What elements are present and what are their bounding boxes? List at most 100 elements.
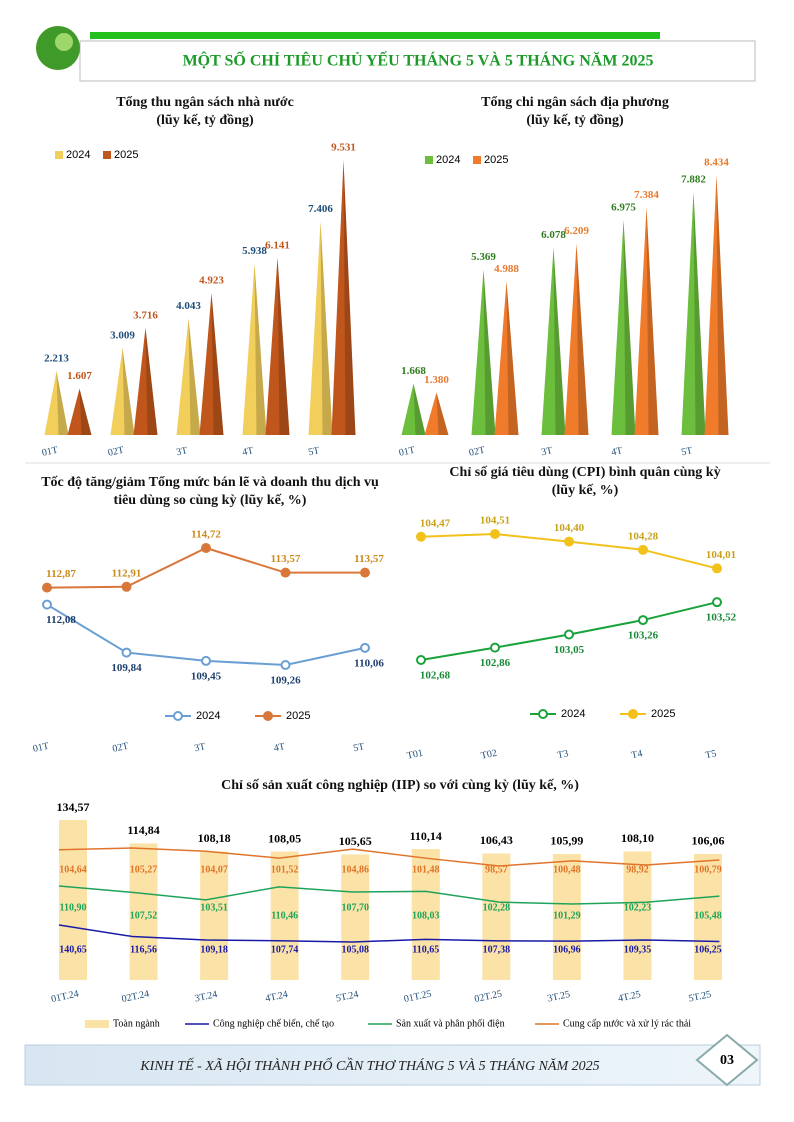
x-tick-label: T5 [704,748,717,761]
value-label: 3.716 [133,309,158,321]
point [416,531,426,542]
x-tick-label: T02 [480,748,498,762]
chart-title: Chỉ số giá tiêu dùng (CPI) bình quân cùn… [400,464,770,500]
value-label: 101,52 [271,864,299,875]
value-label: 4.988 [494,263,519,275]
value-label: 102,28 [483,902,511,913]
value-label: 104,07 [200,864,228,875]
cone-shade [413,383,426,435]
bar [59,820,87,980]
value-label: 109,35 [624,944,652,955]
cone [176,318,201,435]
point [490,529,500,539]
value-label: 2.213 [44,353,69,365]
legend-label: 2025 [484,154,508,166]
x-tick-label: 02T [111,741,129,755]
value-label: 1.380 [424,374,449,386]
x-tick-label: 4T [241,445,254,458]
point [638,615,648,626]
chart-title: Tổng thu ngân sách nhà nước (lũy kế, tỷ đ… [20,94,390,130]
cone [681,192,706,435]
subtitle-line: (lũy kế, tỷ đồng) [526,113,624,128]
value-label: 114,72 [191,529,221,541]
x-tick-label: 01T.25 [403,989,433,1006]
value-label: 98,92 [626,864,649,875]
title-line: Chỉ số sản xuất công nghiệp (IIP) so với… [221,778,579,793]
line [58,847,720,867]
title-line: Tốc độ tăng/giảm Tổng mức bán lẽ và doan… [41,475,379,508]
value-label: 6.975 [611,202,636,214]
title-line: Tổng thu ngân sách nhà nước [116,95,294,110]
legend-swatch [103,151,111,159]
value-label: 107,70 [341,902,369,913]
cone [704,175,729,435]
x-tick-label: T3 [556,748,569,761]
chart-title: Tốc độ tăng/giảm Tổng mức bán lẽ và doan… [40,474,380,510]
legend-marker [173,711,183,721]
x-tick-label: 3T [175,445,188,458]
page-title: MỘT SỐ CHỈ TIÊU CHỦ YẾU THÁNG 5 VÀ 5 THÁ… [183,50,654,70]
page-number: 03 [720,1053,734,1068]
x-tick-label: T01 [406,748,424,762]
x-tick-label: 01T [41,445,59,459]
legend-swatch [425,156,433,164]
value-label: 110,90 [60,902,87,913]
point [42,599,52,610]
value-label: 112,91 [112,567,142,579]
x-tick-label: 4T.25 [617,989,642,1005]
x-tick-label: 3T.25 [547,989,572,1005]
cone [541,247,566,435]
point [564,629,574,640]
legend-label: 2024 [561,708,585,720]
total-label: 106,06 [692,834,725,848]
title-line: Tổng chi ngân sách địa phương [481,95,669,110]
legend-marker [263,711,273,721]
cone [308,221,333,435]
value-label: 8.434 [704,157,729,169]
legend-label: Công nghiệp chế biến, chế tạo [213,1018,334,1029]
point [360,567,370,578]
value-label: 104,28 [628,530,659,542]
legend-label: 2024 [66,149,90,161]
value-label: 104,47 [420,517,451,529]
cone [110,348,135,435]
x-tick-label: 5T.25 [688,989,713,1005]
bar [270,851,299,980]
cone-shade [576,243,589,435]
point [712,597,722,608]
cone-shade [145,327,158,435]
cone-shade [254,263,267,435]
total-label: 108,10 [621,831,654,845]
point [564,536,574,547]
value-label: 101,29 [553,910,581,921]
total-label: 105,65 [339,834,372,848]
x-tick-label: 01T [32,741,50,755]
value-label: 112,08 [46,614,76,626]
cone [611,219,636,435]
bar [200,851,229,980]
cone [67,388,92,435]
chart-title: Tổng chi ngân sách địa phương (lũy kế, tỷ… [390,94,760,130]
value-label: 5.369 [471,251,496,263]
cone [265,257,290,435]
cone [564,243,589,435]
value-label: 7.384 [634,189,659,201]
x-tick-label: 4T [273,741,286,754]
cone-shade [122,348,135,435]
legend-label: 2025 [651,708,675,720]
cone [331,160,356,435]
value-label: 100,48 [553,864,581,875]
value-label: 7.406 [308,203,333,215]
cone [133,327,158,435]
x-tick-label: 3T [540,445,553,458]
x-tick-label: 02T [468,445,486,459]
total-label: 108,18 [198,831,231,845]
point [712,563,722,574]
cone-shade [277,257,290,435]
value-label: 113,57 [271,553,301,565]
value-label: 110,06 [354,657,384,669]
cone [471,269,496,435]
value-label: 103,05 [554,644,585,656]
bar [129,843,158,980]
